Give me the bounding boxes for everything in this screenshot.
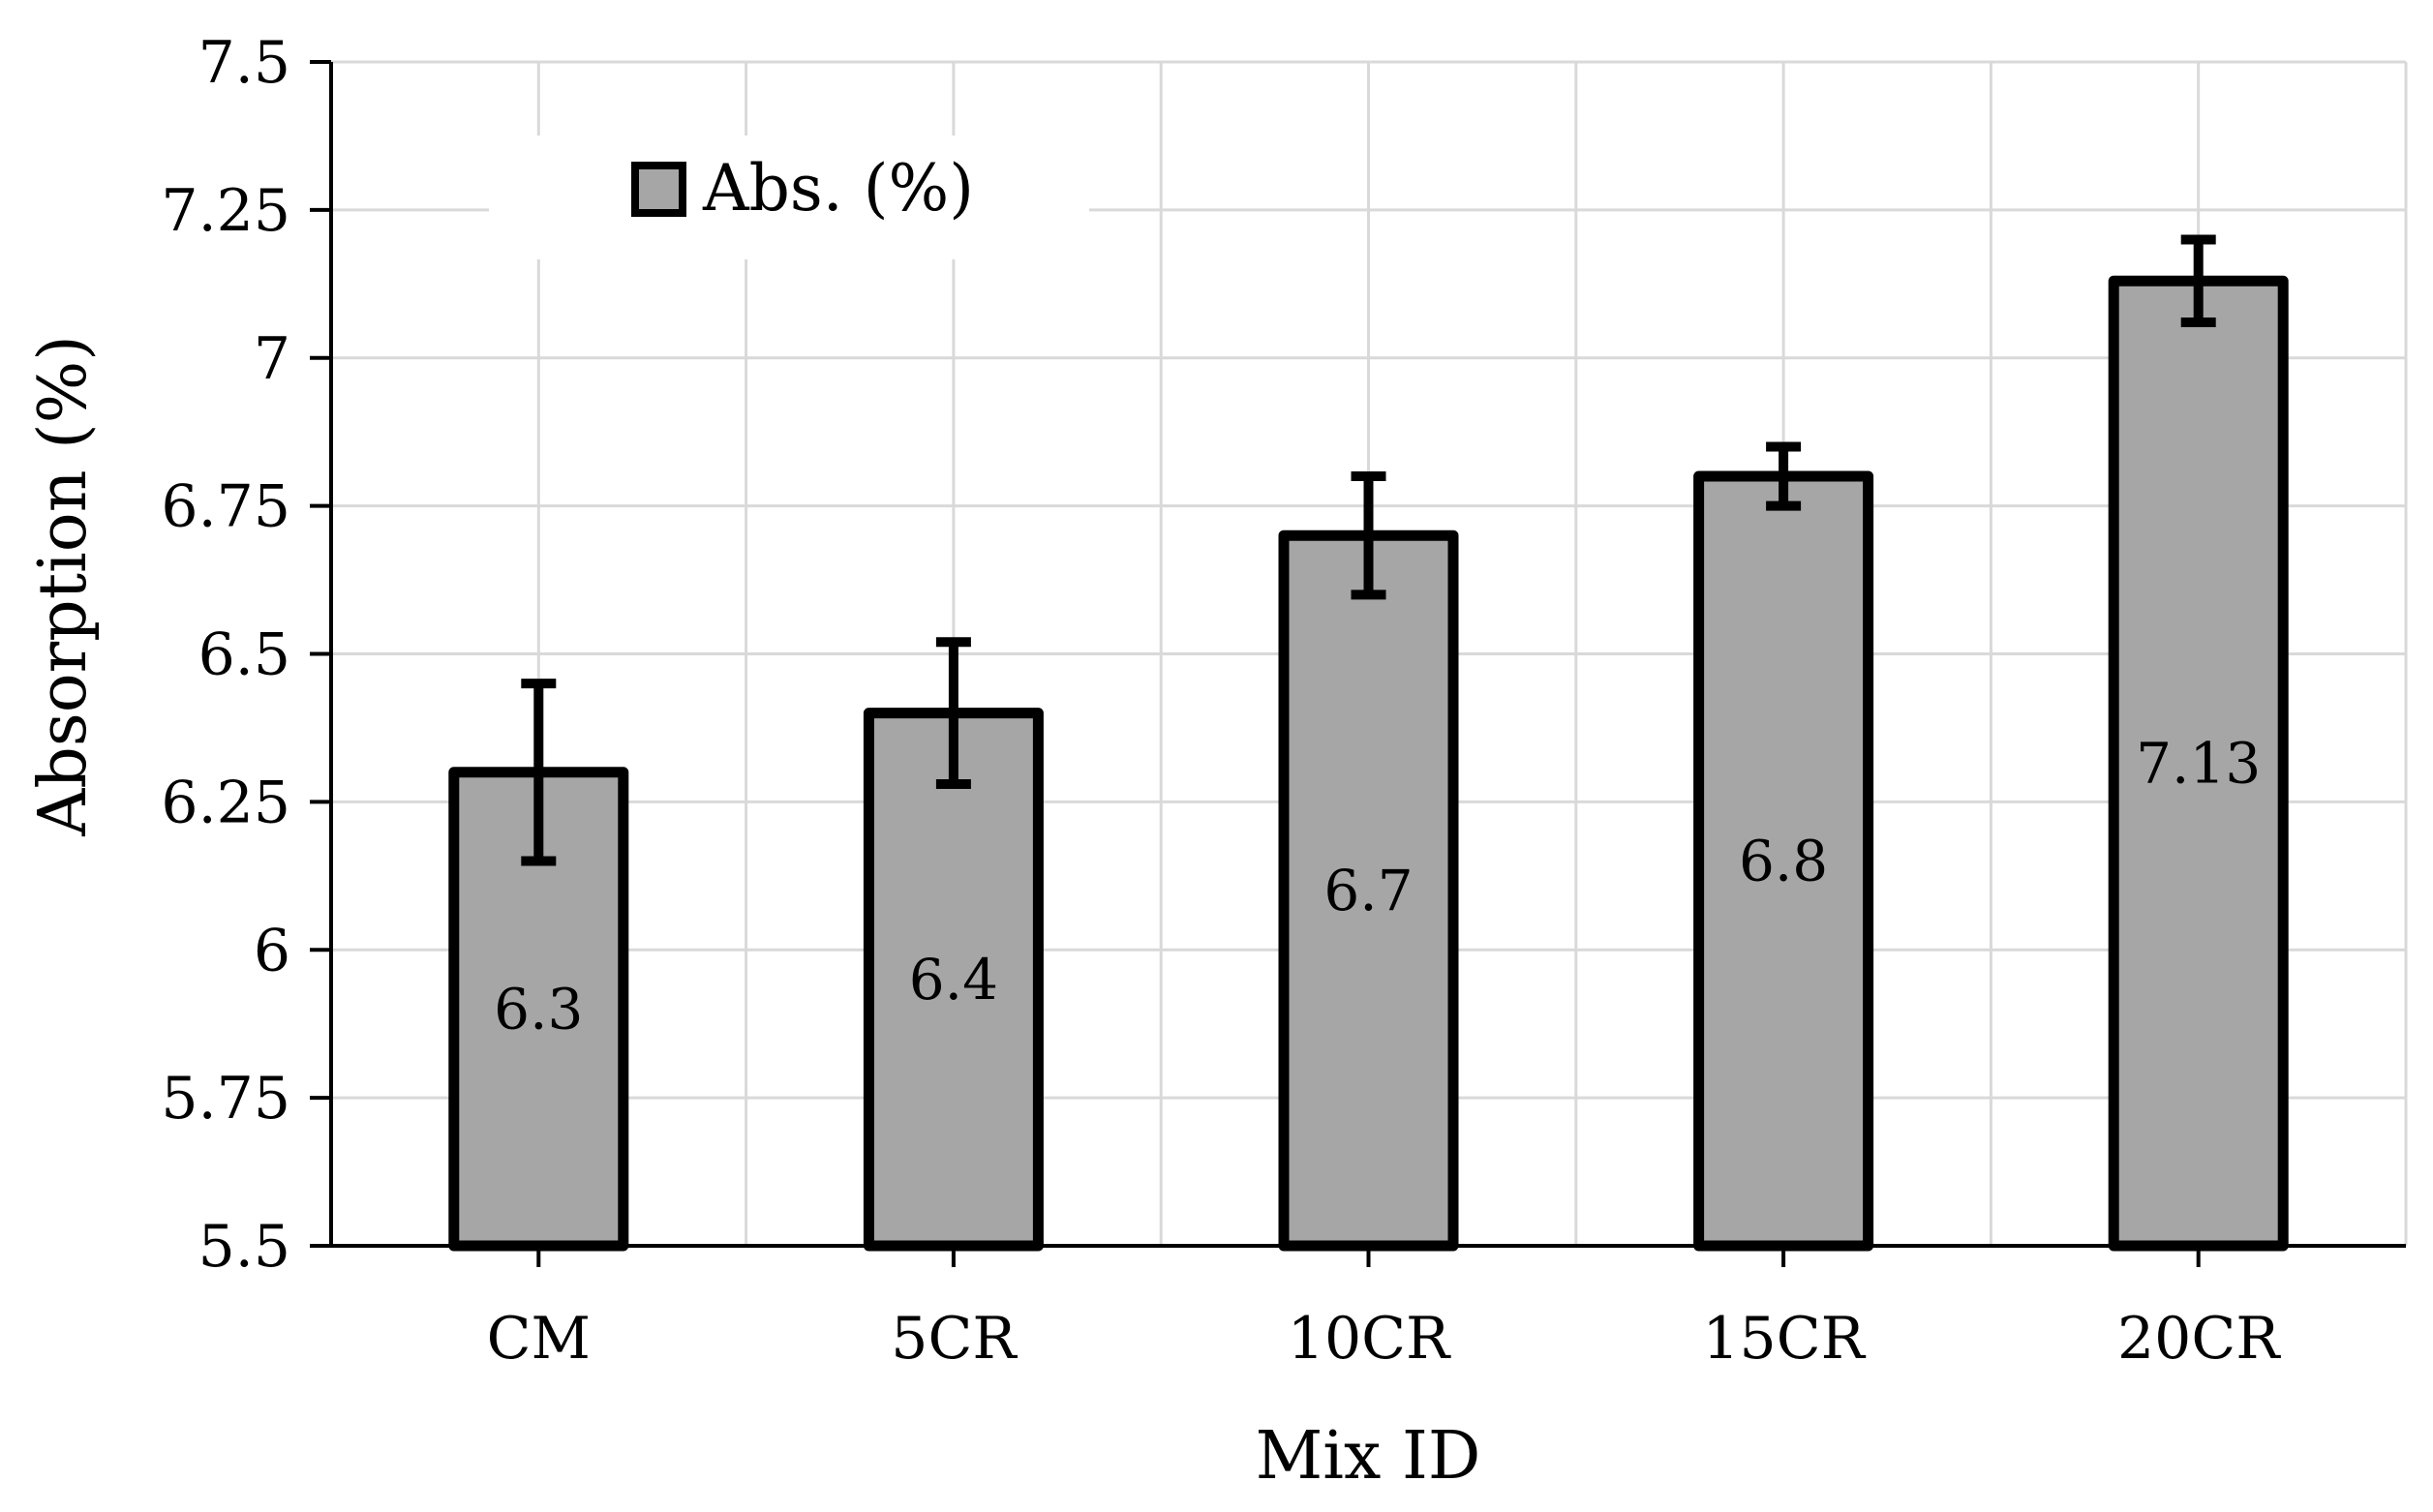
y-tick-label: 6.25 <box>161 769 290 836</box>
data-label: 6.8 <box>1739 829 1828 894</box>
axes <box>310 60 2406 1267</box>
y-axis-title: Absorption (%) <box>25 335 102 837</box>
data-label: 6.4 <box>909 947 998 1013</box>
y-tick-label: 5.75 <box>161 1065 290 1133</box>
x-tick-label: 10CR <box>1288 1305 1451 1373</box>
y-tick-label: 5.5 <box>198 1213 290 1281</box>
legend-background <box>489 136 1089 259</box>
x-tick-label: 15CR <box>1702 1305 1866 1373</box>
legend-label: Abs. (%) <box>702 151 974 226</box>
bars <box>448 234 2289 1252</box>
y-tick-label: 7.25 <box>161 177 290 245</box>
data-label: 6.7 <box>1323 858 1413 923</box>
tick-labels: 6.3 6.4 6.7 6.8 7.13 5.5 5.75 6 6.25 6.5 6.75 7 7.25… <box>161 29 2281 1373</box>
bar <box>1693 470 1874 1252</box>
y-tick-label: 7.5 <box>198 29 290 97</box>
x-tick-label: CM <box>487 1305 591 1373</box>
y-tick-label: 7 <box>254 325 290 393</box>
bar <box>2108 275 2289 1252</box>
x-tick-label: 20CR <box>2117 1305 2281 1373</box>
y-tick-label: 6.75 <box>161 473 290 541</box>
x-tick-label: 5CR <box>891 1305 1018 1373</box>
legend: Abs. (%) <box>489 136 1089 259</box>
x-axis-title: Mix ID <box>1256 1418 1481 1495</box>
y-tick-label: 6 <box>254 917 290 984</box>
data-label: 7.13 <box>2136 731 2261 797</box>
legend-swatch <box>631 162 686 217</box>
y-tick-label: 6.5 <box>198 621 290 689</box>
data-label: 6.3 <box>494 976 583 1042</box>
